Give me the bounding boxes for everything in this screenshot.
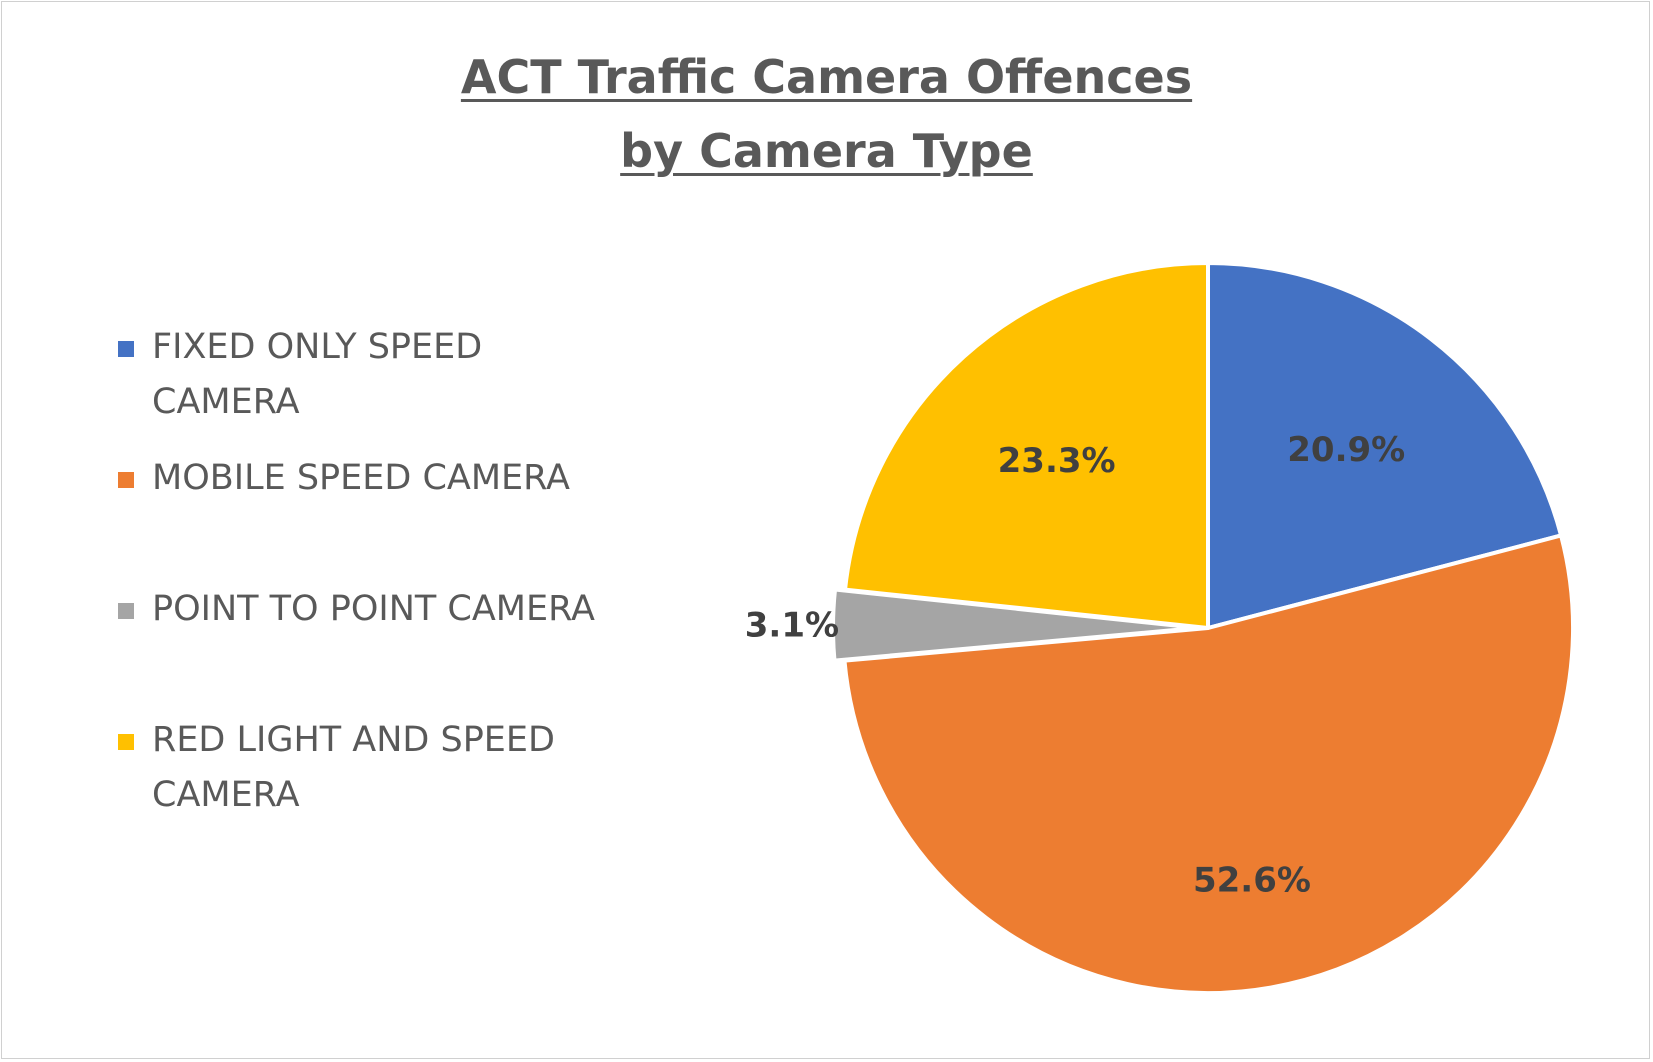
chart-title-line-1: ACT Traffic Camera Offences [460,50,1193,104]
legend-label-red-light: RED LIGHT AND SPEED CAMERA [152,713,672,823]
legend-label-fixed-line-2: CAMERA [152,382,300,422]
legend-swatch-mobile [118,472,134,488]
legend-label-mobile: MOBILE SPEED CAMERA [152,451,672,506]
chart-title-line-2: by Camera Type [620,124,1033,178]
chart-title: ACT Traffic Camera Offences by Camera Ty… [0,40,1653,188]
legend-label-point-to-point: POINT TO POINT CAMERA [152,582,672,637]
legend-label-red-light-line-1: RED LIGHT AND SPEED [152,720,555,760]
pie-slice-red-light [843,261,1210,630]
pie-slices [831,261,1575,995]
pie-slice-fixed [1206,261,1564,630]
legend-label-fixed: FIXED ONLY SPEED CAMERA [152,320,672,430]
legend-swatch-red-light [118,734,134,750]
pie-slice-mobile [842,533,1575,995]
legend-label-point-to-point-line-1: POINT TO POINT CAMERA [152,589,595,629]
pie-data-labels: 20.9% 52.6% 3.1% 23.3% [745,430,1405,901]
data-label-mobile: 52.6% [1193,861,1311,901]
legend-label-fixed-line-1: FIXED ONLY SPEED [152,327,483,367]
pie-slice-point-to-point [831,587,1200,663]
legend-label-red-light-line-2: CAMERA [152,775,300,815]
legend-swatch-fixed [118,341,134,357]
data-label-fixed: 20.9% [1287,430,1405,470]
legend-label-mobile-line-1: MOBILE SPEED CAMERA [152,458,570,498]
data-label-red-light: 23.3% [998,441,1116,481]
data-label-point-to-point: 3.1% [745,606,839,646]
legend-swatch-point-to-point [118,603,134,619]
